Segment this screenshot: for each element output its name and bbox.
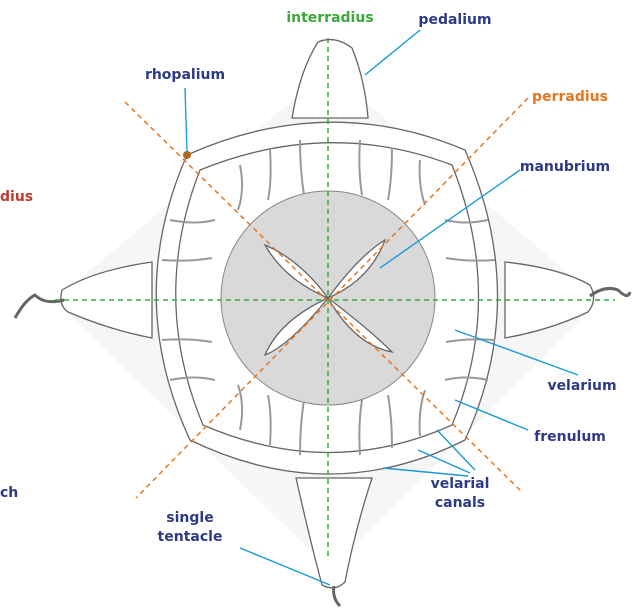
label-frenulum: frenulum	[534, 429, 606, 445]
label-interradius: interradius	[286, 10, 373, 26]
label-single-tentacle: tentacle	[158, 529, 223, 545]
tentacle-bottom	[332, 585, 342, 608]
perradius-line	[124, 101, 523, 493]
label-manubrium: manubrium	[520, 159, 610, 175]
axes	[55, 38, 615, 560]
rhopalium-dot	[183, 151, 191, 159]
tentacle-right	[589, 287, 632, 298]
label-velarium: velarium	[547, 378, 616, 394]
leaders	[184, 29, 579, 586]
pedalium-bottom	[295, 477, 373, 589]
tentacle-left	[13, 293, 65, 319]
label-cut: ch	[0, 485, 18, 501]
label-single-tentacle: single	[166, 510, 213, 526]
pedalium-left	[60, 261, 153, 339]
jellyfish	[13, 38, 632, 608]
label-perradius: perradius	[532, 89, 608, 105]
canals	[161, 139, 496, 456]
pedalium-top	[291, 38, 369, 119]
perradius-line	[135, 97, 529, 499]
label-pedalium: pedalium	[418, 12, 491, 28]
label-velarial-canals: canals	[435, 495, 485, 511]
label-rhopalium: rhopalium	[145, 67, 225, 83]
label-velarial-canals: velarial	[431, 476, 490, 492]
label-adradius: dius	[0, 189, 33, 205]
pedalium-right	[504, 261, 595, 339]
manubrium-shape	[263, 238, 394, 357]
